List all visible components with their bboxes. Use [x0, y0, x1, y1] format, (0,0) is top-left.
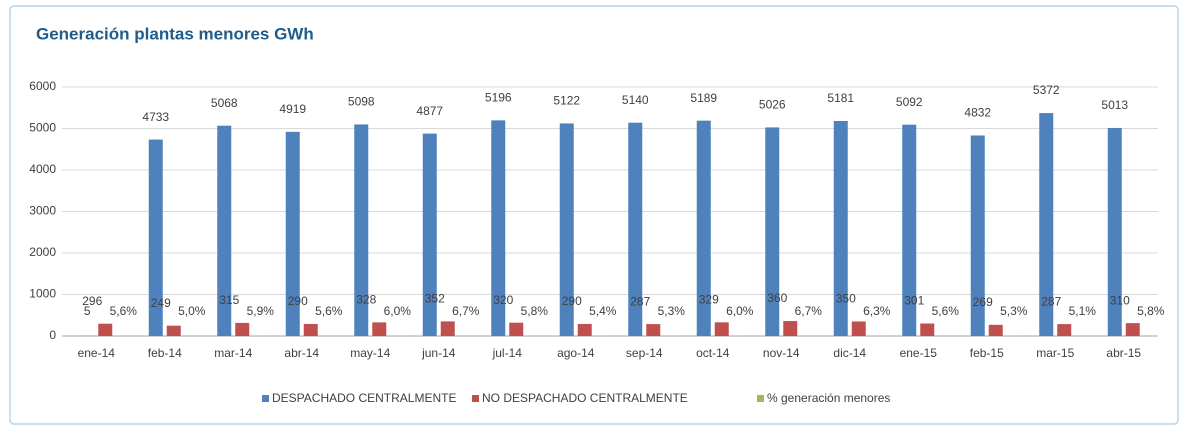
data-label: 320 — [493, 293, 513, 307]
x-tick-label: abr-14 — [284, 346, 319, 360]
data-label: 310 — [1110, 293, 1130, 307]
data-label: 5189 — [690, 91, 717, 105]
data-label: 329 — [699, 293, 719, 307]
bar — [920, 324, 934, 336]
y-tick-label: 5000 — [29, 121, 56, 135]
x-tick-label: dic-14 — [833, 346, 866, 360]
data-label: 315 — [219, 293, 239, 307]
legend-label: % generación menores — [767, 391, 890, 405]
data-label: 352 — [425, 292, 445, 306]
data-label: 5068 — [211, 96, 238, 110]
bar — [441, 321, 455, 336]
data-label: 5098 — [348, 95, 375, 109]
data-label: 4733 — [142, 110, 169, 124]
bar — [646, 324, 660, 336]
data-label: 5,3% — [1000, 304, 1028, 318]
data-label: 360 — [767, 291, 787, 305]
y-tick-label: 1000 — [29, 287, 56, 301]
y-tick-label: 3000 — [29, 204, 56, 218]
bar — [578, 324, 592, 336]
y-tick-label: 0 — [49, 328, 56, 342]
chart-title: Generación plantas menores GWh — [36, 24, 314, 43]
data-label: 287 — [630, 294, 650, 308]
data-label: 5013 — [1101, 98, 1128, 112]
y-tick-label: 6000 — [29, 79, 56, 93]
data-label: 4832 — [964, 106, 991, 120]
bar — [852, 321, 866, 336]
x-tick-label: feb-14 — [148, 346, 182, 360]
data-label: 5,6% — [932, 304, 960, 318]
x-tick-label: feb-15 — [970, 346, 1004, 360]
data-label: 6,0% — [726, 304, 754, 318]
x-tick-label: jul-14 — [492, 346, 523, 360]
chart-frame — [10, 6, 1178, 424]
data-label: 6,7% — [452, 304, 480, 318]
legend-label: DESPACHADO CENTRALMENTE — [272, 391, 456, 405]
bar — [423, 134, 437, 336]
x-tick-label: nov-14 — [763, 346, 800, 360]
data-label: 5,4% — [589, 304, 617, 318]
bar — [167, 326, 181, 336]
bar — [783, 321, 797, 336]
data-label: 6,0% — [384, 304, 412, 318]
data-label: 6,7% — [795, 304, 823, 318]
y-tick-label: 2000 — [29, 245, 56, 259]
legend-label: NO DESPACHADO CENTRALMENTE — [482, 391, 688, 405]
data-label: 5,6% — [110, 304, 138, 318]
x-tick-label: ago-14 — [557, 346, 595, 360]
data-label: 290 — [288, 294, 308, 308]
data-label: 287 — [1041, 294, 1061, 308]
x-tick-label: ene-15 — [900, 346, 938, 360]
data-label: 249 — [151, 296, 171, 310]
bar — [1057, 324, 1071, 336]
data-label: 5,3% — [658, 304, 686, 318]
data-label: 5026 — [759, 98, 786, 112]
data-label: 5,8% — [1137, 304, 1165, 318]
bar — [715, 322, 729, 336]
data-label: 5372 — [1033, 83, 1060, 97]
data-label: 4877 — [416, 104, 443, 118]
legend-swatch — [472, 395, 479, 402]
data-label: 4919 — [279, 102, 306, 116]
data-label: 5,8% — [521, 304, 549, 318]
bar — [372, 322, 386, 336]
x-tick-label: mar-14 — [214, 346, 252, 360]
data-label: 5140 — [622, 93, 649, 107]
bar — [989, 325, 1003, 336]
data-label: 5092 — [896, 95, 923, 109]
data-label: 6,3% — [863, 304, 891, 318]
data-label: 301 — [904, 294, 924, 308]
bar — [98, 324, 112, 336]
data-label: 328 — [356, 293, 376, 307]
x-tick-label: mar-15 — [1036, 346, 1074, 360]
legend-swatch — [757, 395, 764, 402]
bar — [509, 323, 523, 336]
x-tick-label: abr-15 — [1106, 346, 1141, 360]
bar — [1126, 323, 1140, 336]
x-tick-label: jun-14 — [421, 346, 456, 360]
y-tick-label: 4000 — [29, 162, 56, 176]
x-tick-label: ene-14 — [78, 346, 116, 360]
legend-swatch — [262, 395, 269, 402]
data-label: 296 — [82, 294, 102, 308]
data-label: 5,9% — [247, 304, 275, 318]
data-label: 290 — [562, 294, 582, 308]
x-tick-label: may-14 — [350, 346, 390, 360]
bar — [304, 324, 318, 336]
data-label: 5,1% — [1069, 304, 1097, 318]
data-label: 5,6% — [315, 304, 343, 318]
data-label: 5,0% — [178, 304, 206, 318]
data-label: 5122 — [553, 94, 580, 108]
x-tick-label: sep-14 — [626, 346, 663, 360]
bar — [235, 323, 249, 336]
data-label: 269 — [973, 295, 993, 309]
data-label: 350 — [836, 292, 856, 306]
data-label: 5181 — [827, 91, 854, 105]
x-tick-label: oct-14 — [696, 346, 730, 360]
data-label: 5196 — [485, 91, 512, 105]
